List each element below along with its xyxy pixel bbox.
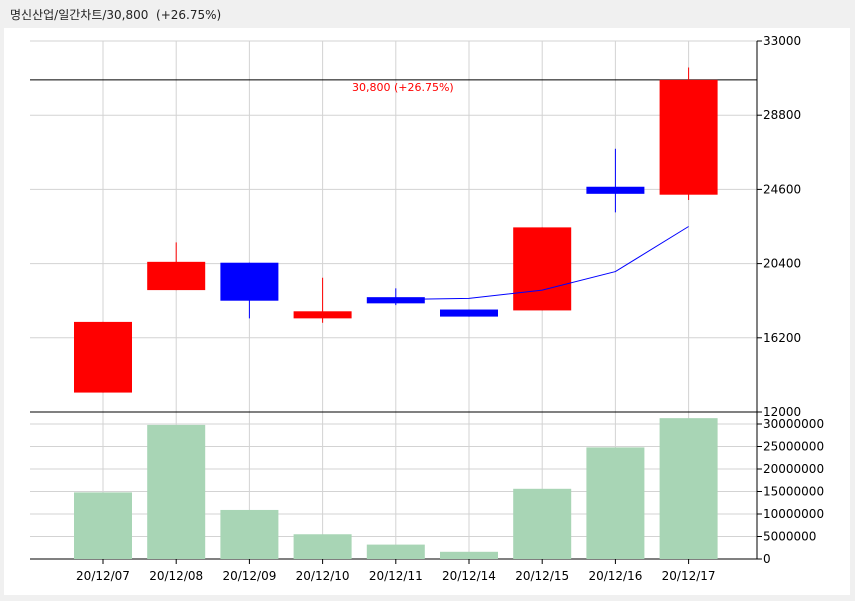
volume-tick-label: 15000000 bbox=[763, 485, 824, 499]
price-tick-label: 33000 bbox=[763, 34, 801, 48]
moving-average-line bbox=[395, 226, 689, 300]
x-tick-label: 20/12/09 bbox=[222, 569, 276, 583]
candle-body bbox=[440, 309, 498, 317]
volume-tick-label: 0 bbox=[763, 552, 771, 566]
volume-tick-label: 30000000 bbox=[763, 417, 824, 431]
candle-body bbox=[293, 311, 352, 319]
volume-bar bbox=[147, 424, 206, 559]
chart-title: 명신산업/일간차트/30,800 (+26.75%) bbox=[10, 8, 222, 22]
x-tick-label: 20/12/07 bbox=[76, 569, 130, 583]
volume-bar bbox=[74, 492, 132, 559]
candle-body bbox=[74, 321, 132, 393]
volume-bar bbox=[513, 488, 572, 559]
x-tick-label: 20/12/08 bbox=[149, 569, 203, 583]
price-tick-label: 28800 bbox=[763, 108, 801, 122]
x-tick-label: 20/12/10 bbox=[296, 569, 350, 583]
price-tick-label: 20400 bbox=[763, 257, 801, 271]
candle-body bbox=[659, 79, 718, 195]
volume-tick-label: 5000000 bbox=[763, 530, 816, 544]
volume-bar bbox=[586, 447, 645, 559]
x-tick-label: 20/12/16 bbox=[588, 569, 642, 583]
price-tick-label: 24600 bbox=[763, 182, 801, 196]
candle-body bbox=[147, 261, 206, 291]
volume-bar bbox=[659, 418, 718, 559]
candle-body bbox=[220, 262, 279, 301]
price-tick-label: 16200 bbox=[763, 331, 801, 345]
volume-tick-label: 25000000 bbox=[763, 440, 824, 454]
volume-bar bbox=[440, 551, 498, 559]
price-annotation: 30,800 (+26.75%) bbox=[352, 81, 454, 94]
volume-tick-label: 20000000 bbox=[763, 462, 824, 476]
x-tick-label: 20/12/15 bbox=[515, 569, 569, 583]
x-tick-label: 20/12/17 bbox=[662, 569, 716, 583]
volume-bar bbox=[220, 509, 279, 559]
volume-bar bbox=[293, 534, 352, 559]
price-tick-label: 12000 bbox=[763, 405, 801, 419]
x-tick-label: 20/12/14 bbox=[442, 569, 496, 583]
candle-body bbox=[586, 186, 645, 194]
title-bar: 명신산업/일간차트/30,800 (+26.75%) bbox=[0, 0, 855, 28]
candle-body bbox=[366, 297, 425, 304]
candle-body bbox=[513, 227, 572, 311]
volume-bar bbox=[366, 544, 425, 559]
x-tick-label: 20/12/11 bbox=[369, 569, 423, 583]
volume-tick-label: 10000000 bbox=[763, 507, 824, 521]
